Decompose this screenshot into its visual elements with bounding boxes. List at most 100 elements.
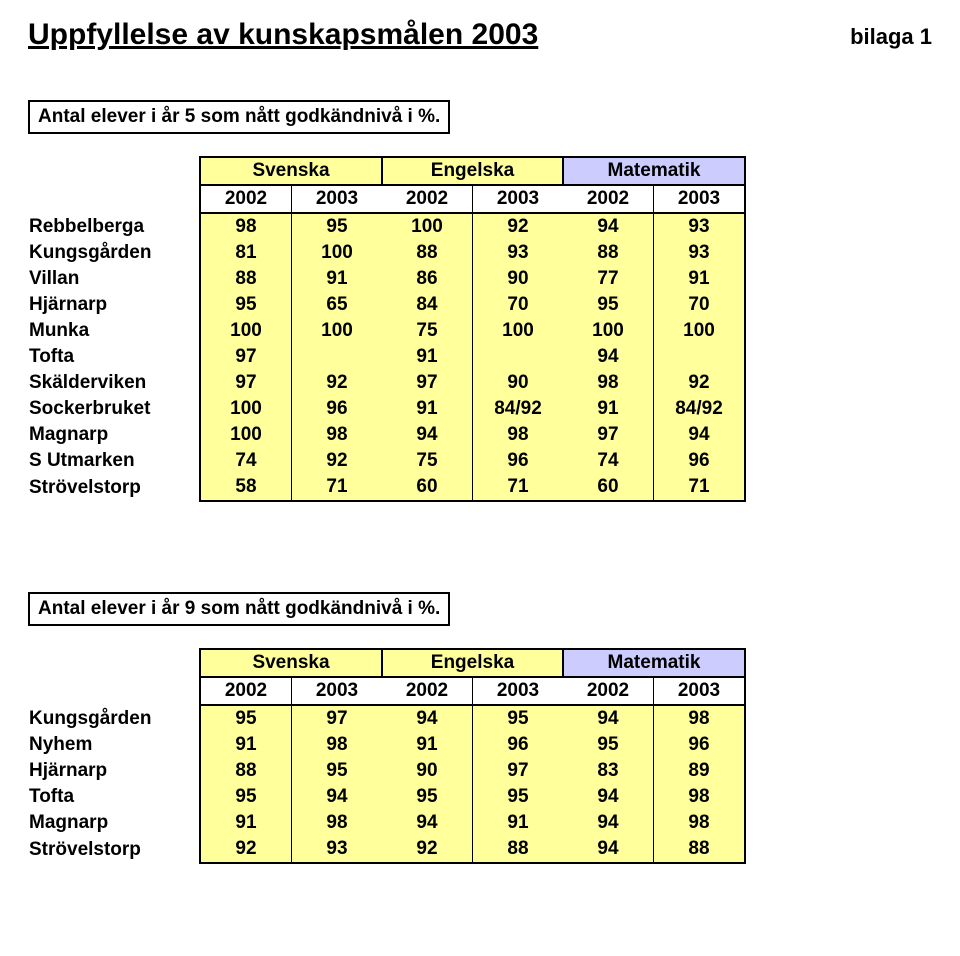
data-cell: 98 bbox=[292, 732, 383, 758]
data-cell: 93 bbox=[473, 240, 564, 266]
data-cell: 92 bbox=[654, 370, 746, 396]
data-cell: 97 bbox=[200, 344, 292, 370]
row-label: Rebbelberga bbox=[28, 213, 200, 240]
data-cell: 71 bbox=[654, 474, 746, 501]
data-cell: 91 bbox=[654, 266, 746, 292]
data-cell: 70 bbox=[654, 292, 746, 318]
data-cell: 100 bbox=[654, 318, 746, 344]
year-header: 2002 bbox=[563, 677, 654, 705]
data-cell: 91 bbox=[292, 266, 383, 292]
data-cell: 98 bbox=[563, 370, 654, 396]
data-cell: 94 bbox=[563, 213, 654, 240]
data-cell: 94 bbox=[382, 810, 473, 836]
data-cell: 88 bbox=[563, 240, 654, 266]
data-cell: 92 bbox=[292, 448, 383, 474]
data-cell: 94 bbox=[563, 836, 654, 863]
data-cell: 95 bbox=[563, 732, 654, 758]
data-cell: 95 bbox=[292, 758, 383, 784]
year-header: 2003 bbox=[292, 677, 383, 705]
data-cell: 60 bbox=[563, 474, 654, 501]
row-label: Kungsgården bbox=[28, 240, 200, 266]
data-cell: 58 bbox=[200, 474, 292, 501]
data-cell: 95 bbox=[200, 705, 292, 732]
data-cell: 94 bbox=[382, 422, 473, 448]
subject-header: Svenska bbox=[200, 649, 382, 677]
row-label: Sockerbruket bbox=[28, 396, 200, 422]
data-cell bbox=[473, 344, 564, 370]
data-cell: 100 bbox=[200, 422, 292, 448]
row-label: Strövelstorp bbox=[28, 474, 200, 501]
year-header: 2002 bbox=[563, 185, 654, 213]
data-cell: 71 bbox=[292, 474, 383, 501]
data-cell: 86 bbox=[382, 266, 473, 292]
data-cell: 94 bbox=[563, 810, 654, 836]
data-cell: 91 bbox=[382, 344, 473, 370]
data-cell: 97 bbox=[382, 370, 473, 396]
data-cell: 84 bbox=[382, 292, 473, 318]
data-cell: 90 bbox=[382, 758, 473, 784]
data-cell: 95 bbox=[563, 292, 654, 318]
year-header: 2002 bbox=[382, 185, 473, 213]
data-cell: 98 bbox=[292, 810, 383, 836]
row-label: Nyhem bbox=[28, 732, 200, 758]
row-label: Strövelstorp bbox=[28, 836, 200, 863]
table2-caption: Antal elever i år 9 som nått godkändnivå… bbox=[28, 592, 450, 626]
data-cell: 70 bbox=[473, 292, 564, 318]
data-cell: 94 bbox=[292, 784, 383, 810]
data-cell: 89 bbox=[654, 758, 746, 784]
data-cell: 98 bbox=[292, 422, 383, 448]
data-cell: 75 bbox=[382, 448, 473, 474]
table1: SvenskaEngelskaMatematik2002200320022003… bbox=[28, 156, 746, 502]
data-cell: 100 bbox=[200, 396, 292, 422]
data-cell: 94 bbox=[563, 705, 654, 732]
data-cell: 95 bbox=[200, 292, 292, 318]
data-cell: 94 bbox=[654, 422, 746, 448]
year-header: 2003 bbox=[473, 677, 564, 705]
data-cell: 96 bbox=[473, 732, 564, 758]
data-cell: 100 bbox=[473, 318, 564, 344]
row-label: Magnarp bbox=[28, 810, 200, 836]
data-cell: 100 bbox=[292, 240, 383, 266]
row-label: Tofta bbox=[28, 784, 200, 810]
data-cell: 93 bbox=[654, 240, 746, 266]
data-cell: 71 bbox=[473, 474, 564, 501]
data-cell: 60 bbox=[382, 474, 473, 501]
year-header: 2003 bbox=[654, 677, 746, 705]
row-label: Skälderviken bbox=[28, 370, 200, 396]
year-header: 2002 bbox=[200, 185, 292, 213]
data-cell: 97 bbox=[563, 422, 654, 448]
data-cell: 98 bbox=[473, 422, 564, 448]
data-cell: 94 bbox=[382, 705, 473, 732]
data-cell: 100 bbox=[563, 318, 654, 344]
row-label: Villan bbox=[28, 266, 200, 292]
data-cell: 97 bbox=[473, 758, 564, 784]
data-cell: 95 bbox=[292, 213, 383, 240]
data-cell: 77 bbox=[563, 266, 654, 292]
data-cell: 92 bbox=[292, 370, 383, 396]
subject-header: Engelska bbox=[382, 649, 563, 677]
data-cell: 88 bbox=[473, 836, 564, 863]
data-cell bbox=[292, 344, 383, 370]
data-cell: 74 bbox=[563, 448, 654, 474]
data-cell: 98 bbox=[654, 705, 746, 732]
row-label: S Utmarken bbox=[28, 448, 200, 474]
data-cell: 84/92 bbox=[654, 396, 746, 422]
data-cell: 94 bbox=[563, 344, 654, 370]
row-label: Kungsgården bbox=[28, 705, 200, 732]
year-header: 2003 bbox=[654, 185, 746, 213]
data-cell: 97 bbox=[200, 370, 292, 396]
data-cell: 98 bbox=[654, 810, 746, 836]
data-cell: 91 bbox=[382, 732, 473, 758]
data-cell: 92 bbox=[382, 836, 473, 863]
data-cell: 96 bbox=[473, 448, 564, 474]
data-cell: 96 bbox=[654, 448, 746, 474]
data-cell: 88 bbox=[200, 758, 292, 784]
data-cell: 96 bbox=[292, 396, 383, 422]
year-header: 2003 bbox=[292, 185, 383, 213]
subject-header: Engelska bbox=[382, 157, 563, 185]
row-label: Hjärnarp bbox=[28, 758, 200, 784]
data-cell: 88 bbox=[382, 240, 473, 266]
data-cell bbox=[654, 344, 746, 370]
subject-header: Matematik bbox=[563, 649, 745, 677]
data-cell: 83 bbox=[563, 758, 654, 784]
